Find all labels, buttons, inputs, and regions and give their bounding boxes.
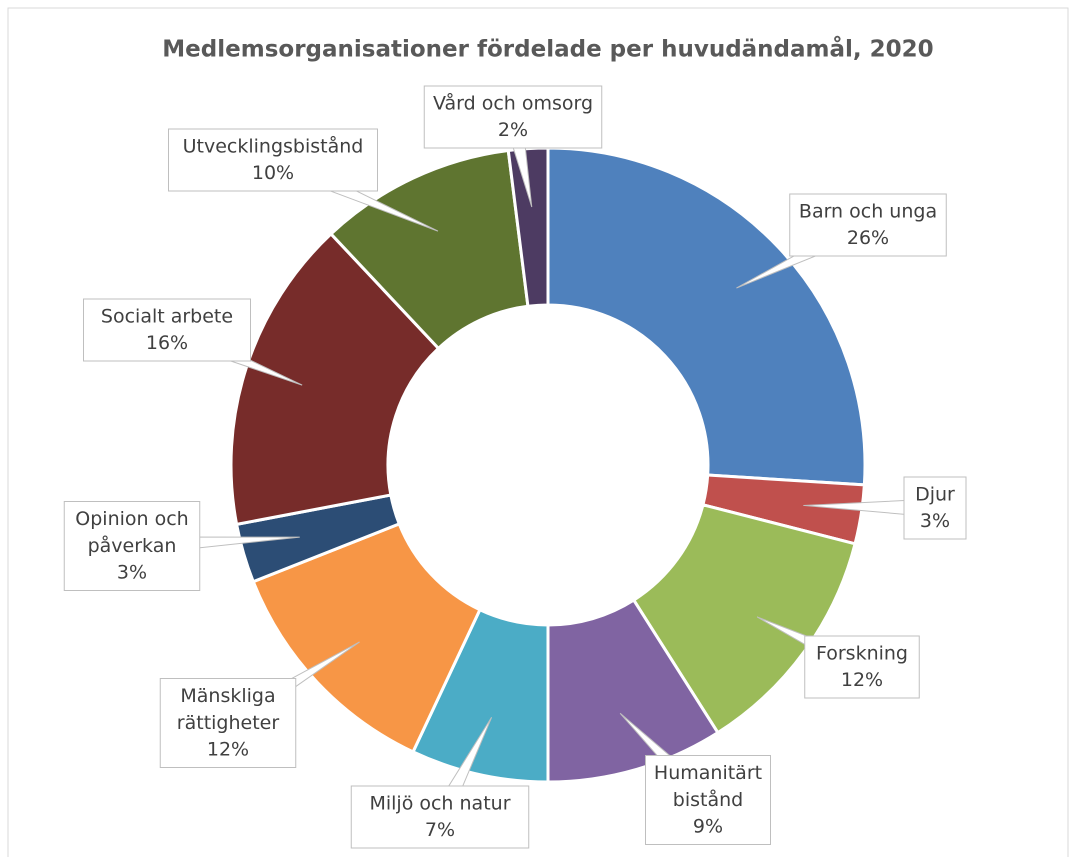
label-line: bistånd — [673, 788, 743, 811]
category-label: Vård och omsorg — [433, 91, 593, 114]
value-label: 12% — [841, 669, 883, 691]
label-box — [903, 476, 967, 540]
category-label: Socialt arbete — [101, 305, 233, 327]
value-label: 12% — [207, 739, 249, 761]
category-label: Djur — [915, 483, 955, 505]
category-label: Opinion och påverkan — [75, 508, 188, 557]
value-label: 9% — [693, 816, 723, 838]
category-label: Miljö och natur — [369, 792, 510, 814]
value-label: 16% — [146, 332, 188, 354]
value-label: 7% — [425, 819, 455, 841]
value-label: 10% — [252, 162, 294, 184]
category-label: Utvecklingsbistånd — [183, 134, 364, 157]
data-label: Opinion och påverkan 3% — [63, 501, 300, 591]
label-line: Forskning — [816, 642, 908, 664]
data-label: Vård och omsorg 2% — [423, 85, 603, 208]
label-line: Humanitärt — [654, 762, 762, 784]
category-label: Mänskliga rättigheter — [177, 685, 280, 734]
label-box — [63, 501, 201, 591]
label-line: Opinion och — [75, 508, 188, 530]
donut-slice — [546, 146, 867, 487]
label-line: Miljö och natur — [369, 792, 510, 814]
label-box — [350, 785, 530, 849]
label-box — [168, 128, 378, 192]
donut-slice — [631, 502, 857, 735]
value-label: 26% — [847, 227, 889, 249]
data-label: Barn och unga 26% — [736, 193, 947, 289]
category-label: Humanitärt bistånd — [654, 762, 762, 811]
label-line: Vård och omsorg — [433, 91, 593, 114]
category-label: Barn och unga — [799, 200, 937, 222]
label-box — [423, 85, 603, 149]
value-label: 2% — [498, 119, 528, 141]
label-box — [645, 755, 771, 845]
label-line: Djur — [915, 483, 955, 505]
value-label: 3% — [117, 562, 147, 584]
donut-slice — [251, 521, 482, 754]
data-label: Miljö och natur 7% — [350, 717, 530, 849]
data-label: Mänskliga rättigheter 12% — [159, 641, 360, 768]
label-line: Socialt arbete — [101, 305, 233, 327]
label-box — [789, 193, 947, 257]
data-label: Forskning 12% — [756, 616, 920, 699]
label-line: rättigheter — [177, 712, 280, 734]
value-label: 3% — [920, 510, 950, 532]
label-line: påverkan — [88, 534, 177, 557]
data-label: Djur 3% — [803, 476, 967, 540]
donut-slice — [229, 231, 441, 527]
label-box — [804, 635, 920, 699]
data-label: Utvecklingsbistånd 10% — [168, 128, 439, 232]
label-line: Utvecklingsbistånd — [183, 134, 364, 157]
data-label: Humanitärt bistånd 9% — [619, 712, 771, 845]
chart-title: Medlemsorganisationer fördelade per huvu… — [162, 36, 933, 63]
label-line: Mänskliga — [180, 685, 275, 707]
data-label: Socialt arbete 16% — [83, 298, 303, 386]
label-box — [83, 298, 251, 362]
label-box — [159, 678, 297, 768]
label-line: Barn och unga — [799, 200, 937, 222]
category-label: Forskning — [816, 642, 908, 664]
